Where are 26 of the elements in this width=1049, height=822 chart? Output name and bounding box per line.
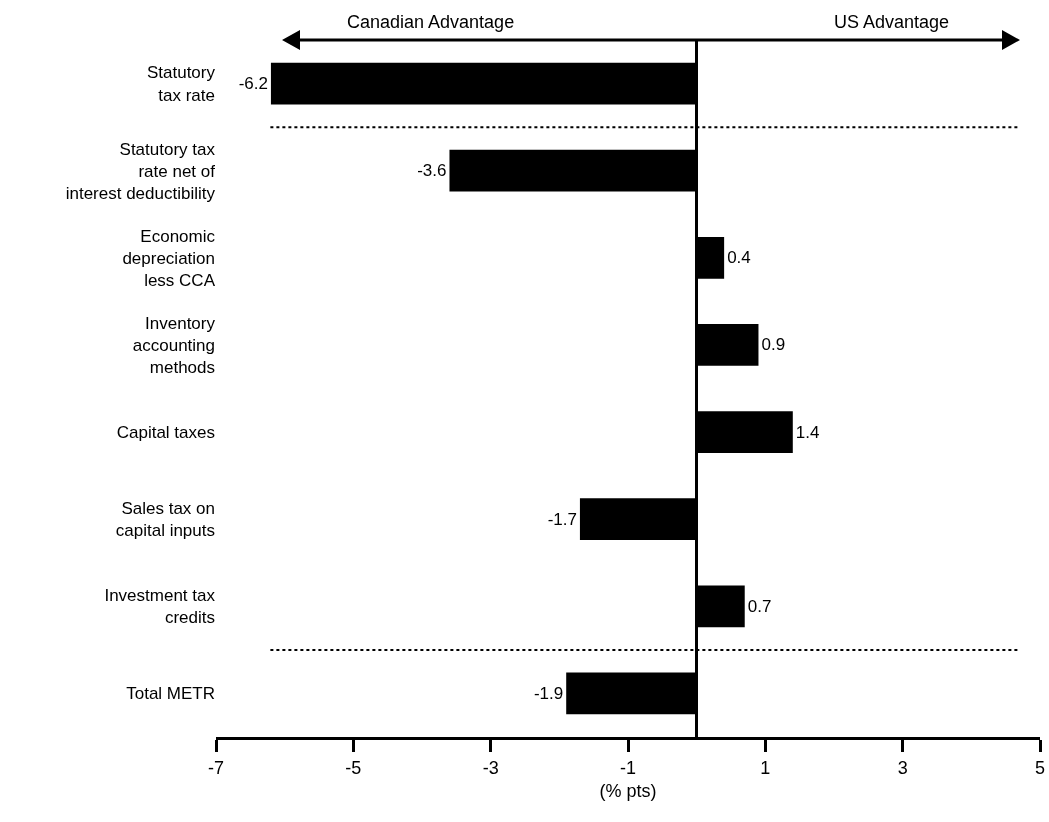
data-label: -1.7 (547, 509, 577, 529)
x-tick-label: -1 (619, 757, 637, 778)
y-tick-label: Inventory accounting methods (132, 313, 216, 377)
x-tick-label: -7 (207, 757, 225, 778)
data-label: -1.9 (533, 683, 564, 703)
data-label: -6.2 (238, 74, 268, 94)
data-label: 0.7 (747, 596, 772, 616)
x-tick-label: -5 (345, 757, 362, 778)
data-label: 1.4 (795, 422, 820, 442)
data-label: -3.6 (417, 161, 447, 181)
y-tick-label: Investment tax credits (104, 586, 216, 628)
y-tick-label: Statutory tax rate net of interest deductibility (65, 139, 216, 203)
data-label: 0.4 (727, 248, 751, 268)
y-tick-label: Sales tax on capital inputs (115, 499, 215, 541)
x-tick-label: 3 (897, 757, 908, 778)
y-tick-label: Capital taxes (116, 423, 215, 443)
data-label: 0.9 (761, 335, 786, 355)
x-axis-title: (% pts) (599, 780, 657, 801)
text: US Advantage (834, 12, 950, 32)
x-tick-label: 1 (760, 757, 771, 778)
x-tick-label: 5 (1034, 757, 1046, 778)
x-tick-label: -3 (482, 757, 499, 778)
text: Canadian Advantage (347, 12, 515, 32)
y-tick-label: Total METR (126, 684, 215, 704)
y-tick-label: Economic depreciation less CCA (122, 226, 216, 290)
y-tick-label: Statutory tax rate (146, 63, 216, 105)
